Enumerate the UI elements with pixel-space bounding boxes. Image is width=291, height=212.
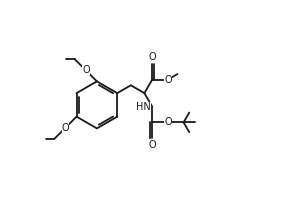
Text: O: O: [62, 123, 69, 133]
Text: O: O: [148, 140, 156, 150]
Text: O: O: [82, 65, 90, 75]
Text: O: O: [164, 117, 172, 127]
Text: O: O: [148, 52, 156, 62]
Text: HN: HN: [136, 102, 151, 112]
Text: O: O: [164, 75, 172, 85]
